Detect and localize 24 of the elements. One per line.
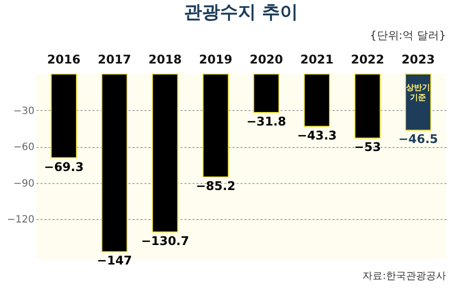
data-label: −43.3	[297, 128, 337, 142]
y-tick-label: −60	[13, 142, 34, 154]
x-tick-label: 2018	[148, 52, 182, 66]
y-tick-label: −90	[13, 178, 34, 190]
data-label: −53	[354, 140, 381, 154]
chart-title: 관광수지 추이	[184, 2, 298, 23]
x-tick-label: 2020	[250, 52, 284, 66]
y-tick-label: −30	[13, 106, 34, 117]
data-label: −85.2	[196, 179, 236, 194]
x-tick-label: 2022	[350, 52, 384, 66]
x-tick-label: 2021	[300, 52, 334, 66]
x-tick-label: 2023	[401, 52, 435, 66]
data-label: −46.5	[398, 132, 438, 146]
x-tick-label: 2019	[198, 52, 232, 66]
annotation: 상반기 기준	[406, 83, 430, 102]
y-tick-label: −120	[7, 214, 34, 226]
x-tick-label: 2017	[98, 52, 132, 66]
chart-subtitle: {단위:억 달러}	[370, 29, 446, 42]
x-tick-label: 2016	[47, 52, 81, 66]
data-label: −147	[96, 254, 132, 268]
text: 자료:한국관광공사	[362, 271, 446, 282]
data-label: −69.3	[44, 160, 84, 174]
data-label: −130.7	[141, 234, 190, 248]
data-label: −31.8	[246, 114, 286, 128]
